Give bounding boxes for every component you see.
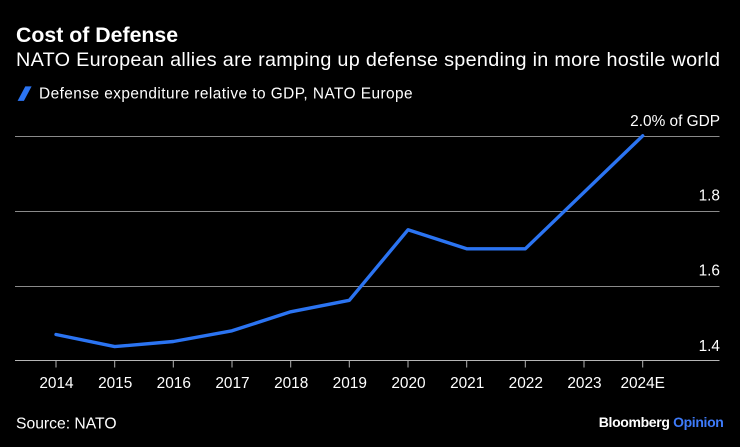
svg-text:NATO European allies are rampi: NATO European allies are ramping up defe… — [16, 49, 720, 71]
svg-text:2020: 2020 — [391, 375, 425, 392]
svg-text:2014: 2014 — [39, 375, 74, 392]
svg-text:2024E: 2024E — [620, 375, 665, 392]
svg-text:Cost of Defense: Cost of Defense — [16, 23, 178, 47]
svg-text:2021: 2021 — [450, 375, 484, 392]
svg-text:2019: 2019 — [333, 375, 367, 392]
svg-text:2.0% of GDP: 2.0% of GDP — [630, 113, 720, 130]
svg-text:2022: 2022 — [509, 375, 543, 392]
svg-text:1.8: 1.8 — [699, 188, 720, 205]
svg-text:2015: 2015 — [98, 375, 132, 392]
svg-text:2016: 2016 — [157, 375, 191, 392]
svg-text:1.6: 1.6 — [699, 263, 720, 280]
svg-text:2018: 2018 — [274, 375, 308, 392]
svg-text:2023: 2023 — [567, 375, 601, 392]
svg-text:Defense expenditure relative t: Defense expenditure relative to GDP, NAT… — [39, 86, 413, 103]
svg-text:2017: 2017 — [215, 375, 249, 392]
svg-text:Source: NATO: Source: NATO — [16, 416, 117, 433]
svg-text:Bloomberg Opinion: Bloomberg Opinion — [599, 414, 724, 430]
svg-text:1.4: 1.4 — [699, 338, 721, 355]
